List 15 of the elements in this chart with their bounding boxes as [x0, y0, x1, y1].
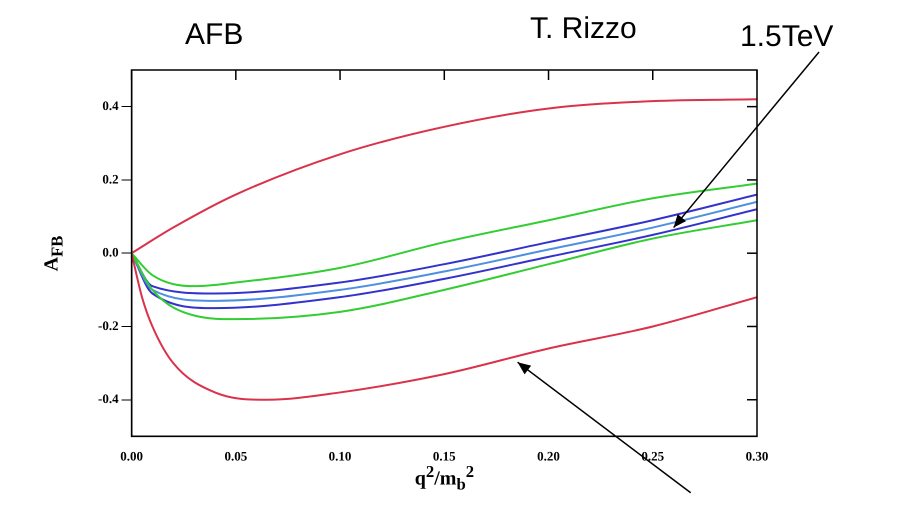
x-tick-label: 0.10	[328, 448, 352, 464]
x-tick-label: 0.05	[224, 448, 248, 464]
x-tick-label: 0.00	[120, 448, 143, 464]
x-tick-label: 0.15	[432, 448, 456, 464]
x-tick-label: 0.25	[641, 448, 665, 464]
x-tick-label: 0.20	[537, 448, 560, 464]
annotation: 1.5TeV	[740, 20, 834, 54]
y-tick-label: 0.0	[102, 244, 119, 260]
text: AFB	[185, 18, 244, 52]
x-tick-label: 0.30	[746, 448, 768, 464]
y-tick-label: 0.2	[102, 171, 119, 186]
y-tick-label: -0.4	[98, 391, 120, 406]
text: T. Rizzo	[530, 12, 637, 46]
y-tick-label: 0.4	[102, 98, 120, 113]
y-tick-label: -0.2	[98, 318, 119, 333]
